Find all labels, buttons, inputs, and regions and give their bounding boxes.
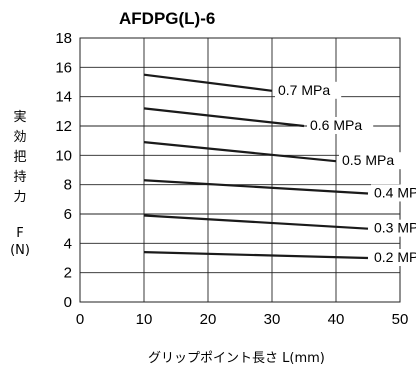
y-tick-label: 2 <box>64 265 72 282</box>
chart-title: AFDPG(L)-6 <box>119 9 215 28</box>
y-tick-label: 10 <box>55 147 72 164</box>
series-label-bg <box>371 249 416 266</box>
series-label: 0.6 MPa <box>310 117 362 133</box>
y-axis-unit: (N) <box>10 243 30 258</box>
y-axis-symbol: F <box>16 226 23 241</box>
y-tick-label: 4 <box>64 235 72 252</box>
series-label: 0.7 MPa <box>278 82 330 98</box>
y-tick-label: 6 <box>64 206 72 223</box>
y-tick-label: 12 <box>55 118 72 135</box>
series-line <box>143 141 337 163</box>
series-labels: 0.7 MPa 0.6 MPa 0.5 MPa 0.4 MPa 0.3 MPa 0.2 M… <box>275 81 416 266</box>
y-axis-label-char: 持 <box>13 170 26 185</box>
y-tick-label: 14 <box>55 89 72 106</box>
grid <box>79 37 401 303</box>
series-label: 0.2 MPa <box>374 249 416 265</box>
series-label-bg <box>339 152 406 170</box>
x-tick-label: 20 <box>200 311 217 328</box>
y-tick-label: 16 <box>55 59 72 76</box>
x-tick-label: 50 <box>392 311 409 328</box>
tick-labels: 0 10 20 30 40 50 0 2 4 6 8 10 12 14 16 18 <box>55 30 408 328</box>
series-label: 0.4 MPa <box>374 184 416 200</box>
y-axis-label-char: 把 <box>13 150 26 165</box>
series-label: 0.3 MPa <box>374 220 416 236</box>
series-label-bg <box>371 184 416 202</box>
series-group <box>143 73 369 260</box>
x-tick-label: 40 <box>328 311 345 328</box>
x-tick-label: 0 <box>76 311 84 328</box>
plot-frame <box>79 37 401 303</box>
x-tick-label: 10 <box>136 311 153 328</box>
series-label-bg <box>275 81 342 99</box>
x-axis-label: グリップポイント長さ L(mm) <box>148 351 325 366</box>
series-line <box>143 73 273 92</box>
y-tick-label: 8 <box>64 177 72 194</box>
y-tick-label: 0 <box>64 294 72 311</box>
series-label-bg <box>371 219 416 237</box>
y-axis-label-char: 力 <box>13 190 26 205</box>
series-label-bg <box>307 117 374 134</box>
series-line <box>143 214 369 230</box>
x-tick-label: 30 <box>264 311 281 328</box>
series-label: 0.5 MPa <box>342 152 394 168</box>
y-tick-label: 18 <box>55 30 72 47</box>
y-axis-label-char: 実 <box>13 109 26 125</box>
y-axis-label-char: 効 <box>13 130 26 145</box>
series-line <box>143 251 369 260</box>
series-line <box>143 179 369 195</box>
series-line <box>143 107 305 128</box>
